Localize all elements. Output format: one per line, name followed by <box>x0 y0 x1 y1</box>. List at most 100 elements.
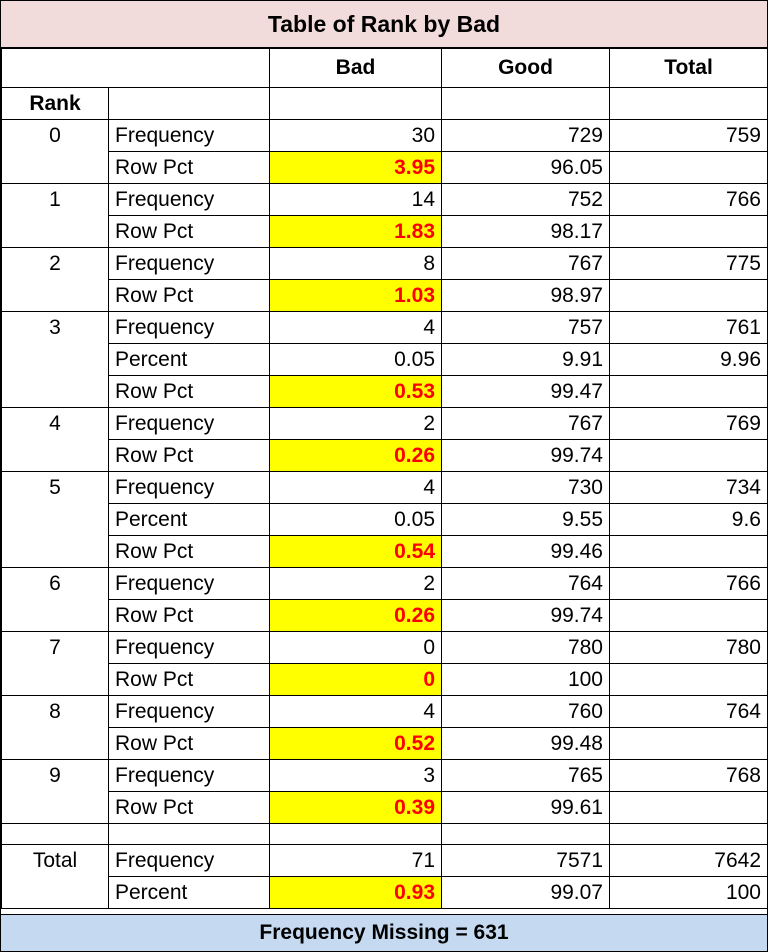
total-cell: 766 <box>609 183 768 216</box>
header-total-blank <box>609 87 768 120</box>
header-bad: Bad <box>269 48 442 88</box>
table-row: 4 Frequency 2 767 769 <box>1 407 768 472</box>
bad-cell: 0.39 <box>269 791 442 824</box>
good-cell: 100 <box>441 663 610 696</box>
spacer-row <box>1 823 768 845</box>
bad-cell: 2 <box>269 407 442 440</box>
rank-header-row: Rank <box>1 87 768 120</box>
good-cell: 99.74 <box>441 439 610 472</box>
table-row: 6 Frequency 2 764 766 <box>1 567 768 632</box>
header-good: Good <box>441 48 610 88</box>
table-row: 5 Frequency 4 730 734 <box>1 471 768 568</box>
table-row: Row Pct 0.39 99.61 <box>2 791 768 824</box>
table-row: Percent 0.05 9.55 9.6 <box>2 503 768 536</box>
bad-cell: 8 <box>269 247 442 280</box>
bad-cell: 4 <box>269 471 442 504</box>
total-cell <box>609 215 768 248</box>
stat-label-cell: Frequency <box>108 759 270 792</box>
table-row: Percent 0.93 99.07 100 <box>2 876 768 909</box>
table-row: 1 Frequency 14 752 766 <box>1 183 768 248</box>
table-row: Row Pct 0.53 99.47 <box>2 375 768 408</box>
table-body: 0 Frequency 30 729 759 Row Pct 3.95 96.05 1 Frequ… <box>1 119 768 909</box>
table-row: Total Frequency 71 7571 7642 <box>1 844 768 909</box>
stat-label-cell: Row Pct <box>108 215 270 248</box>
stat-label-cell: Row Pct <box>108 663 270 696</box>
total-cell: 100 <box>609 876 768 909</box>
table-row: Percent 0.05 9.91 9.96 <box>2 343 768 376</box>
table-row: Row Pct 0.26 99.74 <box>2 439 768 472</box>
table-title: Table of Rank by Bad <box>1 1 767 48</box>
stat-label-cell: Frequency <box>108 183 270 216</box>
crosstab-table: Bad Good Total Rank 0 Frequency 30 729 759 Ro… <box>1 48 768 909</box>
rank-cell: 6 <box>1 567 109 632</box>
rank-cell: 8 <box>1 695 109 760</box>
stat-label-cell: Row Pct <box>108 375 270 408</box>
good-cell: 99.47 <box>441 375 610 408</box>
table-row: Row Pct 0 100 <box>2 663 768 696</box>
bad-cell: 0.93 <box>269 876 442 909</box>
good-cell: 98.17 <box>441 215 610 248</box>
total-cell <box>609 535 768 568</box>
table-row: Row Pct 0.26 99.74 <box>2 599 768 632</box>
stat-label-cell: Frequency <box>108 119 270 152</box>
good-cell: 752 <box>441 183 610 216</box>
total-cell: 761 <box>609 311 768 344</box>
header-rank: Rank <box>1 87 109 120</box>
stat-label-cell: Percent <box>108 876 270 909</box>
total-cell: 780 <box>609 631 768 664</box>
total-cell: 764 <box>609 695 768 728</box>
total-cell: 9.96 <box>609 343 768 376</box>
table-row: Row Pct 0.54 99.46 <box>2 535 768 568</box>
bad-cell: 4 <box>269 695 442 728</box>
stat-label-cell: Frequency <box>108 844 270 877</box>
spacer-cell <box>441 823 610 845</box>
table-row: Row Pct 3.95 96.05 <box>2 151 768 184</box>
stat-label-cell: Frequency <box>108 695 270 728</box>
frequency-missing: Frequency Missing = 631 <box>1 914 767 951</box>
good-cell: 99.61 <box>441 791 610 824</box>
good-cell: 99.48 <box>441 727 610 760</box>
rank-cell: 2 <box>1 247 109 312</box>
bad-cell: 0.53 <box>269 375 442 408</box>
good-cell: 99.74 <box>441 599 610 632</box>
good-cell: 7571 <box>441 844 610 877</box>
total-cell <box>609 791 768 824</box>
stat-label-cell: Frequency <box>108 631 270 664</box>
total-cell: 734 <box>609 471 768 504</box>
spacer-cell <box>609 823 768 845</box>
total-cell: 768 <box>609 759 768 792</box>
bad-cell: 30 <box>269 119 442 152</box>
rank-cell: Total <box>1 844 109 909</box>
stat-label-cell: Row Pct <box>108 439 270 472</box>
total-cell: 7642 <box>609 844 768 877</box>
bad-cell: 14 <box>269 183 442 216</box>
rank-cell: 5 <box>1 471 109 568</box>
good-cell: 96.05 <box>441 151 610 184</box>
total-cell: 759 <box>609 119 768 152</box>
bad-cell: 3 <box>269 759 442 792</box>
header-stat-blank <box>108 87 270 120</box>
table-row: 7 Frequency 0 780 780 <box>1 631 768 696</box>
bad-cell: 0.26 <box>269 439 442 472</box>
spacer-cell <box>108 823 270 845</box>
rank-cell: 1 <box>1 183 109 248</box>
rank-cell: 7 <box>1 631 109 696</box>
header-total: Total <box>609 48 768 88</box>
total-cell: 775 <box>609 247 768 280</box>
table-row: 2 Frequency 8 767 775 <box>1 247 768 312</box>
bad-cell: 1.03 <box>269 279 442 312</box>
bad-cell: 3.95 <box>269 151 442 184</box>
good-cell: 99.46 <box>441 535 610 568</box>
bad-cell: 0 <box>269 663 442 696</box>
corner-cell <box>1 48 270 88</box>
rank-cell: 9 <box>1 759 109 824</box>
bad-cell: 2 <box>269 567 442 600</box>
table-row: Row Pct 1.83 98.17 <box>2 215 768 248</box>
stat-label-cell: Frequency <box>108 311 270 344</box>
stat-label-cell: Row Pct <box>108 599 270 632</box>
good-cell: 9.55 <box>441 503 610 536</box>
header-bad-blank <box>269 87 442 120</box>
stat-label-cell: Row Pct <box>108 791 270 824</box>
stat-label-cell: Percent <box>108 503 270 536</box>
